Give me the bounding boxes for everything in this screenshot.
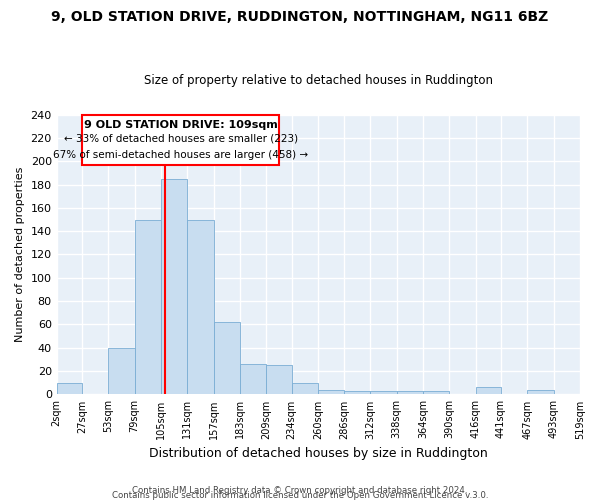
Text: ← 33% of detached houses are smaller (223): ← 33% of detached houses are smaller (22… xyxy=(64,134,298,144)
FancyBboxPatch shape xyxy=(82,114,280,164)
Bar xyxy=(397,391,423,394)
Bar xyxy=(266,366,292,394)
Bar xyxy=(161,178,187,394)
Bar xyxy=(108,348,134,395)
Bar xyxy=(292,383,318,394)
Bar xyxy=(318,390,344,394)
Bar xyxy=(344,391,370,394)
Bar xyxy=(527,390,554,394)
Text: Contains HM Land Registry data © Crown copyright and database right 2024.: Contains HM Land Registry data © Crown c… xyxy=(132,486,468,495)
Text: Contains public sector information licensed under the Open Government Licence v.: Contains public sector information licen… xyxy=(112,491,488,500)
Text: 9, OLD STATION DRIVE, RUDDINGTON, NOTTINGHAM, NG11 6BZ: 9, OLD STATION DRIVE, RUDDINGTON, NOTTIN… xyxy=(52,10,548,24)
Bar xyxy=(370,391,397,394)
Bar xyxy=(240,364,266,394)
Bar xyxy=(56,383,82,394)
Y-axis label: Number of detached properties: Number of detached properties xyxy=(15,167,25,342)
Title: Size of property relative to detached houses in Ruddington: Size of property relative to detached ho… xyxy=(144,74,493,87)
Bar xyxy=(134,220,161,394)
Text: 67% of semi-detached houses are larger (458) →: 67% of semi-detached houses are larger (… xyxy=(53,150,308,160)
Bar xyxy=(187,220,214,394)
Text: 9 OLD STATION DRIVE: 109sqm: 9 OLD STATION DRIVE: 109sqm xyxy=(84,120,278,130)
Bar xyxy=(214,322,240,394)
X-axis label: Distribution of detached houses by size in Ruddington: Distribution of detached houses by size … xyxy=(149,447,488,460)
Bar xyxy=(476,388,501,394)
Bar xyxy=(423,391,449,394)
